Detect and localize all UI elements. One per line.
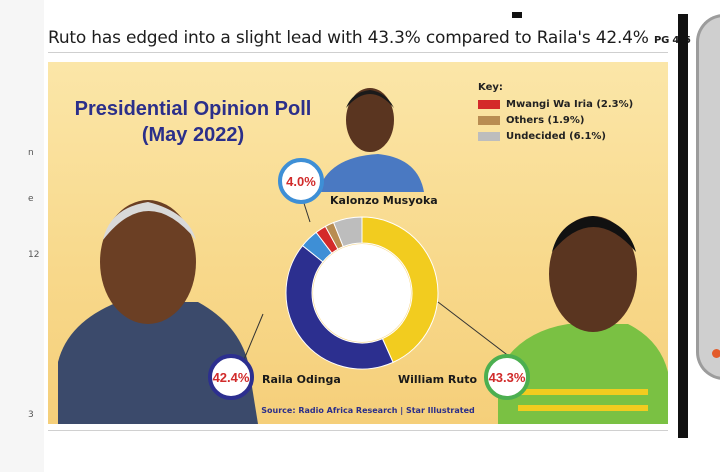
- ruto-share-value: 43.3%: [488, 369, 526, 385]
- poll-title-line2: (May 2022): [141, 124, 245, 146]
- legend-label: Mwangi Wa Iria (2.3%): [506, 98, 634, 110]
- kalonzo-share-badge: 4.0%: [278, 158, 324, 204]
- raila-portrait-illustration: [58, 200, 258, 424]
- legend-label: Undecided (6.1%): [506, 130, 606, 142]
- orange-dot: [712, 349, 720, 358]
- ruto-name-label: William Ruto: [398, 373, 478, 386]
- margin-mark: 3: [28, 410, 34, 420]
- chart-canvas: [58, 88, 668, 424]
- raila-share-value: 42.4%: [212, 369, 250, 385]
- donut-slice-undecided: [332, 216, 363, 248]
- donut-slice-william-ruto: [361, 216, 439, 364]
- legend-item-mwangi: Mwangi Wa Iria (2.3%): [478, 96, 658, 112]
- legend-item-others: Others (1.9%): [478, 112, 658, 128]
- chart-source: Source: Radio Africa Research | Star Ill…: [261, 406, 475, 415]
- legend-swatch-red: [478, 99, 500, 109]
- donut-hole: [313, 244, 411, 342]
- headline: Ruto has edged into a slight lead with 4…: [48, 28, 691, 50]
- poll-title-line1: Presidential Opinion Poll: [74, 98, 312, 120]
- page-edge-bar: [678, 14, 688, 438]
- legend-swatch-brown: [478, 115, 500, 125]
- bottom-rule: [48, 430, 668, 431]
- margin-mark: 12: [28, 250, 40, 260]
- left-margin: n e 12 3: [0, 0, 44, 472]
- raila-name-label: Raila Odinga: [262, 373, 341, 386]
- donut-chart: [285, 216, 439, 370]
- raila-share-badge: 42.4%: [208, 354, 254, 400]
- margin-mark: e: [28, 194, 34, 204]
- legend-swatch-grey: [478, 131, 500, 141]
- margin-mark: n: [28, 148, 34, 158]
- top-tick-mark: [512, 12, 522, 18]
- chart-legend: Key: Mwangi Wa Iria (2.3%) Others (1.9%)…: [478, 82, 658, 144]
- headline-page-ref: PG 4–5: [653, 35, 691, 46]
- donut-slice-raila-odinga: [285, 244, 394, 370]
- headline-rule: [48, 52, 668, 53]
- ruto-share-badge: 43.3%: [484, 354, 530, 400]
- kalonzo-portrait-illustration: [318, 88, 424, 192]
- legend-item-undecided: Undecided (6.1%): [478, 128, 658, 144]
- headline-text: Ruto has edged into a slight lead with 4…: [48, 28, 649, 48]
- poll-infographic: Presidential Opinion Poll (May 2022) Key…: [48, 62, 668, 424]
- poll-title: Presidential Opinion Poll (May 2022): [68, 96, 318, 148]
- phone-edge: [696, 14, 720, 380]
- kalonzo-name-label: Kalonzo Musyoka: [330, 194, 438, 207]
- legend-label: Others (1.9%): [506, 114, 585, 126]
- kalonzo-share-value: 4.0%: [286, 173, 316, 189]
- legend-title: Key:: [478, 82, 503, 93]
- ruto-portrait-illustration: [498, 216, 668, 424]
